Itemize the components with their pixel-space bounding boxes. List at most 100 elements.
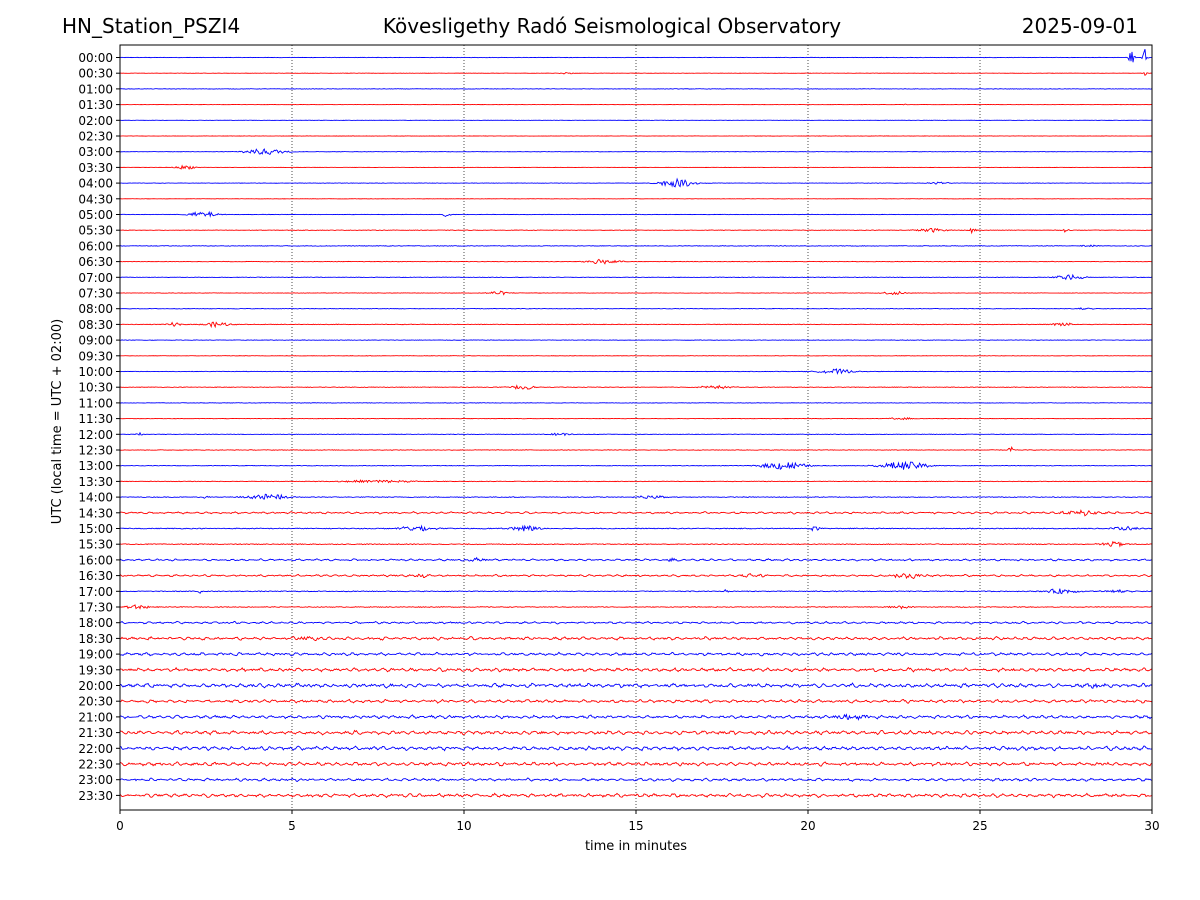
trace-0030 [119, 72, 1153, 76]
y-tick-label: 12:30 [78, 444, 113, 458]
trace-2300 [119, 777, 1153, 783]
trace-0730 [119, 290, 1153, 296]
x-tick-label: 0 [116, 819, 124, 833]
y-tick-label: 23:30 [78, 789, 113, 803]
y-tick-label: 15:00 [78, 522, 113, 536]
y-tick-label: 06:00 [78, 239, 113, 253]
trace-0330 [119, 164, 1153, 171]
trace-1230 [119, 446, 1153, 453]
x-tick-label: 25 [972, 819, 987, 833]
y-tick-label: 05:30 [78, 224, 113, 238]
x-tick-label: 10 [456, 819, 471, 833]
trace-0700 [119, 273, 1153, 281]
y-tick-label: 11:30 [78, 412, 113, 426]
y-tick-label: 09:00 [78, 334, 113, 348]
y-tick-label: 04:00 [78, 177, 113, 191]
trace-1000 [119, 368, 1153, 375]
y-tick-label: 08:00 [78, 302, 113, 316]
y-tick-label: 18:00 [78, 616, 113, 630]
trace-2330 [119, 792, 1153, 799]
trace-1030 [120, 384, 1153, 390]
y-tick-label: 08:30 [78, 318, 113, 332]
y-tick-label: 03:00 [78, 145, 113, 159]
x-tick-label: 30 [1144, 819, 1159, 833]
x-axis-label: time in minutes [585, 839, 687, 854]
trace-0400 [119, 177, 1153, 188]
trace-1730 [119, 604, 1153, 610]
trace-1200 [119, 431, 1153, 437]
trace-1530 [119, 540, 1153, 548]
y-tick-label: 21:30 [78, 726, 113, 740]
chart-date: 2025-09-01 [1021, 14, 1138, 38]
trace-0800 [119, 307, 1153, 311]
y-tick-label: 16:00 [78, 553, 113, 567]
y-tick-label: 11:00 [78, 396, 113, 410]
y-axis-label: UTC (local time = UTC + 02:00) [50, 319, 65, 524]
y-tick-label: 09:30 [78, 349, 113, 363]
trace-1130 [119, 417, 1153, 421]
trace-2200 [119, 745, 1153, 752]
y-tick-label: 03:30 [78, 161, 113, 175]
y-tick-label: 19:00 [78, 648, 113, 662]
x-tick-label: 20 [800, 819, 815, 833]
trace-1330 [119, 479, 1153, 484]
y-tick-label: 20:30 [78, 695, 113, 709]
y-tick-label: 17:00 [78, 585, 113, 599]
y-tick-label: 04:30 [78, 192, 113, 206]
y-tick-label: 14:00 [78, 491, 113, 505]
y-tick-label: 12:00 [78, 428, 113, 442]
y-tick-label: 15:30 [78, 538, 113, 552]
y-tick-label: 23:00 [78, 773, 113, 787]
y-tick-label: 14:30 [78, 506, 113, 520]
trace-1800 [119, 620, 1153, 625]
y-tick-label: 22:00 [78, 742, 113, 756]
trace-1930 [119, 666, 1153, 673]
y-tick-label: 17:30 [78, 601, 113, 615]
y-tick-label: 18:30 [78, 632, 113, 646]
x-tick-label: 5 [288, 819, 296, 833]
trace-2130 [119, 729, 1153, 736]
trace-1600 [119, 556, 1153, 563]
y-tick-label: 00:30 [78, 67, 113, 81]
y-tick-label: 01:30 [78, 98, 113, 112]
y-tick-label: 05:00 [78, 208, 113, 222]
y-tick-label: 21:00 [78, 710, 113, 724]
trace-2030 [119, 698, 1153, 704]
y-tick-label: 01:00 [78, 82, 113, 96]
trace-0600 [119, 244, 1153, 248]
trace-1630 [119, 573, 1153, 580]
trace-0000 [119, 49, 1153, 63]
trace-1900 [119, 651, 1153, 657]
trace-0830 [119, 321, 1153, 329]
station-name: HN_Station_PSZI4 [62, 14, 241, 38]
y-tick-label: 16:30 [78, 569, 113, 583]
seismic-traces [119, 49, 1153, 799]
x-axis-ticks: 0 5 10 15 20 25 30 [116, 810, 1160, 833]
trace-1400 [119, 493, 1153, 500]
y-tick-label: 06:30 [78, 255, 113, 269]
y-tick-label: 13:00 [78, 459, 113, 473]
y-tick-label: 20:00 [78, 679, 113, 693]
y-tick-label: 07:00 [78, 271, 113, 285]
chart-title: Kövesligethy Radó Seismological Observat… [382, 14, 842, 38]
trace-0630 [119, 258, 1153, 265]
trace-1430 [119, 509, 1153, 517]
y-tick-label: 02:30 [78, 130, 113, 144]
y-tick-label: 00:00 [78, 51, 113, 65]
y-tick-label: 07:30 [78, 287, 113, 301]
trace-2230 [119, 761, 1153, 767]
trace-1830 [119, 635, 1153, 642]
y-tick-label: 22:30 [78, 758, 113, 772]
y-tick-label: 19:30 [78, 663, 113, 677]
trace-0500 [119, 210, 1153, 218]
trace-0530 [119, 227, 1153, 235]
y-tick-label: 02:00 [78, 114, 113, 128]
y-tick-label: 10:30 [78, 381, 113, 395]
y-tick-label: 10:00 [78, 365, 113, 379]
trace-0130 [119, 103, 1153, 106]
trace-0300 [119, 148, 1153, 155]
grid-lines [291, 45, 981, 810]
trace-1300 [119, 460, 1153, 470]
